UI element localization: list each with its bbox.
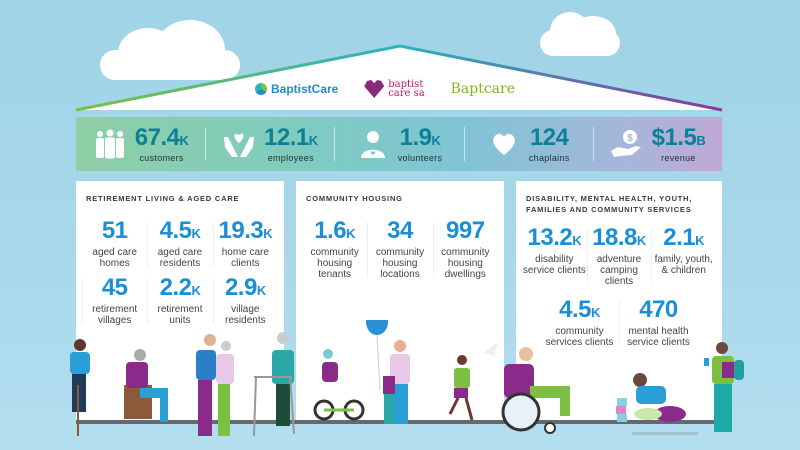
logo-row: BaptistCare baptist care sa Baptcare	[255, 74, 515, 104]
hand-dollar-icon: $	[610, 129, 644, 159]
baptistcare-mark-icon	[255, 83, 267, 95]
stat-cell: 13.2K disability service clients	[522, 224, 586, 277]
stat-employees: 12.1K employees	[205, 117, 334, 171]
heart-logo-icon	[364, 80, 385, 98]
stat-cell: 34 community housing locations	[367, 216, 432, 284]
section-title: COMMUNITY HOUSING	[306, 194, 403, 203]
stat-cell: 51 aged care homes	[92, 217, 137, 270]
cloud	[100, 20, 240, 80]
panel-community-housing: COMMUNITY HOUSING 1.6K community housing …	[296, 181, 504, 421]
stat-cell: 470 mental health service clients	[619, 295, 698, 352]
floor-line	[76, 420, 722, 424]
cloud	[540, 12, 620, 56]
hands-heart-icon	[222, 129, 256, 159]
stat-cell: 4.5K community services clients	[545, 296, 614, 349]
stat-customers: 67.4K customers	[76, 117, 205, 171]
stat-cell: 1.6K community housing tenants	[310, 217, 359, 281]
stat-volunteers: 1.9K volunteers	[334, 117, 463, 171]
stat-cell: 18.8K adventure camping clients	[586, 223, 652, 291]
stat-cell: 45 retirement villages	[82, 273, 147, 330]
logo-baptistcare: BaptistCare	[255, 82, 338, 96]
heart-icon	[487, 129, 521, 159]
stat-cell: 2.9K village residents	[212, 273, 278, 330]
people-group-icon	[93, 129, 127, 159]
section-title: RETIREMENT LIVING & AGED CARE	[86, 194, 240, 203]
panel-disability-community-services: DISABILITY, MENTAL HEALTH, YOUTH, FAMILI…	[516, 181, 722, 421]
svg-text:$: $	[627, 133, 633, 144]
stat-cell: 2.2K retirement units	[147, 273, 212, 330]
stat-cell: 4.5K aged care residents	[147, 216, 212, 273]
logo-baptcare: Baptcare	[450, 81, 515, 97]
stat-chaplains: 124 chaplains	[463, 117, 593, 171]
footer-note	[632, 432, 698, 435]
stat-cell: 2.1K family, youth, & children	[651, 223, 716, 291]
section-title: DISABILITY, MENTAL HEALTH, YOUTH, FAMILI…	[526, 194, 693, 214]
stat-cell: 19.3K home care clients	[212, 216, 278, 273]
logo-baptist-care-sa: baptist care sa	[364, 80, 425, 99]
stat-cell: 997 community housing dwellings	[432, 216, 498, 284]
headline-stats-bar: 67.4K customers 12.1K employees 1.9K volunt…	[76, 117, 722, 171]
stat-revenue: $ $1.5B revenue	[592, 117, 722, 171]
panel-retirement-aged-care: RETIREMENT LIVING & AGED CARE 51 aged car…	[76, 181, 284, 421]
roof-outline	[75, 44, 723, 112]
person-heart-icon	[356, 129, 390, 159]
